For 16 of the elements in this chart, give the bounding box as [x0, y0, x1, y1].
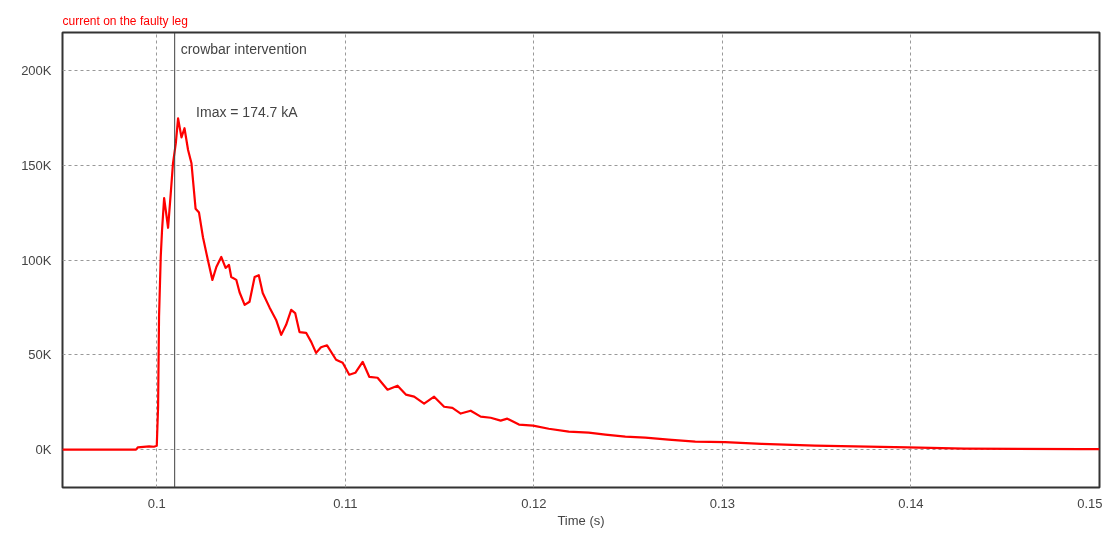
x-tick-label: 0.15	[1077, 495, 1102, 511]
ref-line-label: crowbar intervention	[180, 40, 307, 57]
y-tick-label: 50K	[28, 347, 52, 363]
x-tick-label: 0.1	[147, 495, 166, 511]
x-tick-label: 0.11	[333, 495, 358, 511]
line-series	[62, 117, 1100, 451]
chart-title: current on the faulty leg	[62, 13, 188, 28]
x-tick-label: 0.14	[898, 495, 924, 511]
y-tick-label: 200K	[21, 62, 52, 78]
y-tick-label: 100K	[21, 252, 52, 268]
y-tick-label: 0K	[35, 442, 52, 458]
x-axis-title: Time (s)	[557, 512, 605, 528]
x-tick-label: 0.12	[521, 495, 547, 511]
x-tick-label: 0.13	[709, 495, 736, 511]
y-tick-label: 150K	[21, 157, 52, 173]
annotation: Imax = 174.7 kA	[196, 104, 299, 121]
